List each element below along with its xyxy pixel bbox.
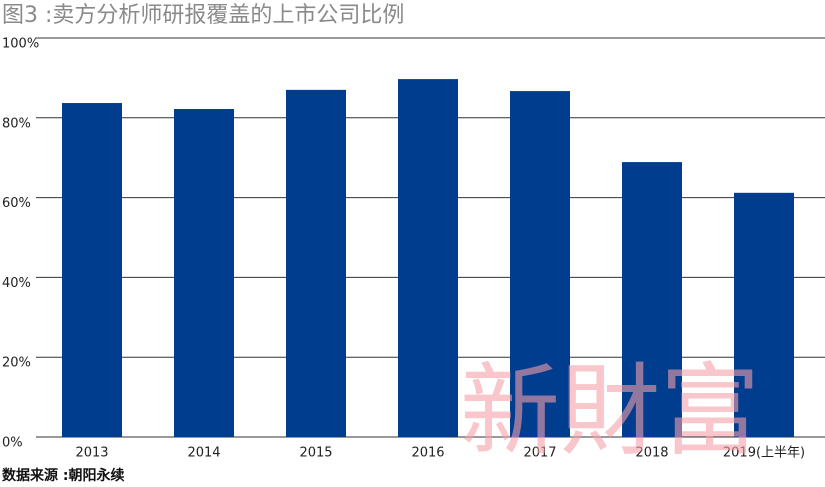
x-tick-label: 2013 bbox=[75, 446, 108, 461]
bar bbox=[62, 103, 122, 438]
y-tick-label: 80% bbox=[2, 116, 31, 131]
x-tick-label: 2014 bbox=[187, 446, 220, 461]
chart-title: 图3 :卖方分析师研报覆盖的上市公司比例 bbox=[2, 3, 404, 28]
y-tick-label: 100% bbox=[2, 37, 39, 52]
bar bbox=[510, 91, 570, 437]
bar bbox=[622, 162, 682, 438]
x-tick-label: 2019(上半年) bbox=[723, 446, 805, 461]
bar bbox=[398, 79, 458, 438]
bar bbox=[286, 89, 346, 438]
y-tick-label: 40% bbox=[2, 276, 31, 291]
x-tick-label: 2018 bbox=[635, 446, 668, 461]
bar bbox=[734, 192, 794, 437]
x-tick-label: 2017 bbox=[523, 446, 556, 461]
watermark: 新財富 bbox=[460, 353, 760, 470]
y-tick-label: 20% bbox=[2, 356, 31, 371]
x-tick-label: 2015 bbox=[299, 446, 332, 461]
y-tick-label: 60% bbox=[2, 196, 31, 211]
x-tick-label: 2016 bbox=[411, 446, 444, 461]
y-tick-label: 0% bbox=[2, 436, 23, 451]
bar bbox=[174, 109, 234, 437]
source-note: 数据来源 :朝阳永续 bbox=[2, 467, 124, 484]
